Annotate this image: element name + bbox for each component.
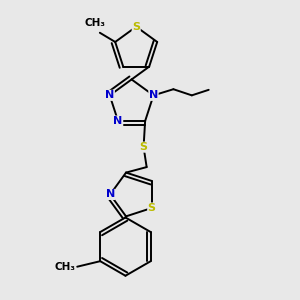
Text: CH₃: CH₃ [85, 18, 106, 28]
Text: N: N [149, 90, 158, 100]
Text: S: S [140, 142, 148, 152]
Text: S: S [148, 203, 156, 213]
Text: CH₃: CH₃ [55, 262, 76, 272]
Text: S: S [132, 22, 140, 32]
Text: N: N [113, 116, 123, 126]
Text: N: N [105, 90, 114, 100]
Text: N: N [106, 190, 115, 200]
